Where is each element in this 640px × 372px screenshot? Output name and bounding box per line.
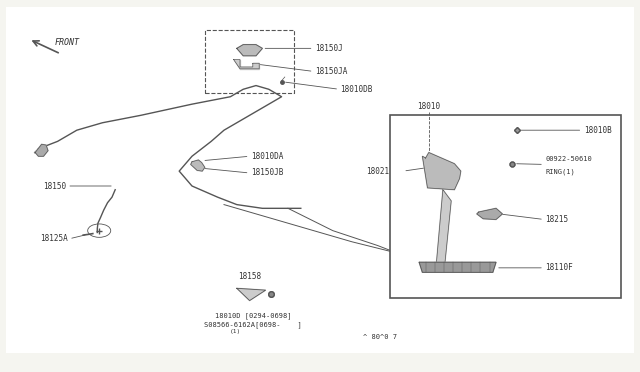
Text: S08566-6162A[0698-    ]: S08566-6162A[0698- ] <box>204 321 301 328</box>
Text: ^ 80^0 7: ^ 80^0 7 <box>363 334 397 340</box>
Bar <box>390 115 621 298</box>
Text: 18215: 18215 <box>545 215 568 224</box>
Text: RING(1): RING(1) <box>545 168 575 174</box>
Polygon shape <box>234 60 259 69</box>
Text: 18010B: 18010B <box>584 126 611 135</box>
Polygon shape <box>237 45 262 56</box>
Polygon shape <box>191 160 205 171</box>
Text: (1): (1) <box>229 329 241 334</box>
Polygon shape <box>35 144 48 156</box>
Polygon shape <box>422 153 461 190</box>
Polygon shape <box>436 190 451 264</box>
Text: 18010D [0294-0698]: 18010D [0294-0698] <box>214 312 291 319</box>
Text: 18150: 18150 <box>43 182 66 190</box>
Text: 18158: 18158 <box>238 272 261 281</box>
Text: 18021: 18021 <box>366 167 389 176</box>
Text: 18110F: 18110F <box>545 263 573 272</box>
Polygon shape <box>477 208 502 219</box>
Text: 18125A: 18125A <box>40 234 68 243</box>
Text: 18010: 18010 <box>417 102 440 110</box>
Text: 18150JA: 18150JA <box>315 67 348 76</box>
Polygon shape <box>419 262 496 272</box>
Text: 18150J: 18150J <box>315 44 342 53</box>
Text: 00922-50610: 00922-50610 <box>545 156 592 162</box>
Bar <box>205 30 294 93</box>
Polygon shape <box>237 288 266 301</box>
Text: 18010DA: 18010DA <box>251 152 284 161</box>
Text: 18010DB: 18010DB <box>340 85 373 94</box>
Text: FRONT: FRONT <box>54 38 79 46</box>
Text: 18150JB: 18150JB <box>251 169 284 177</box>
